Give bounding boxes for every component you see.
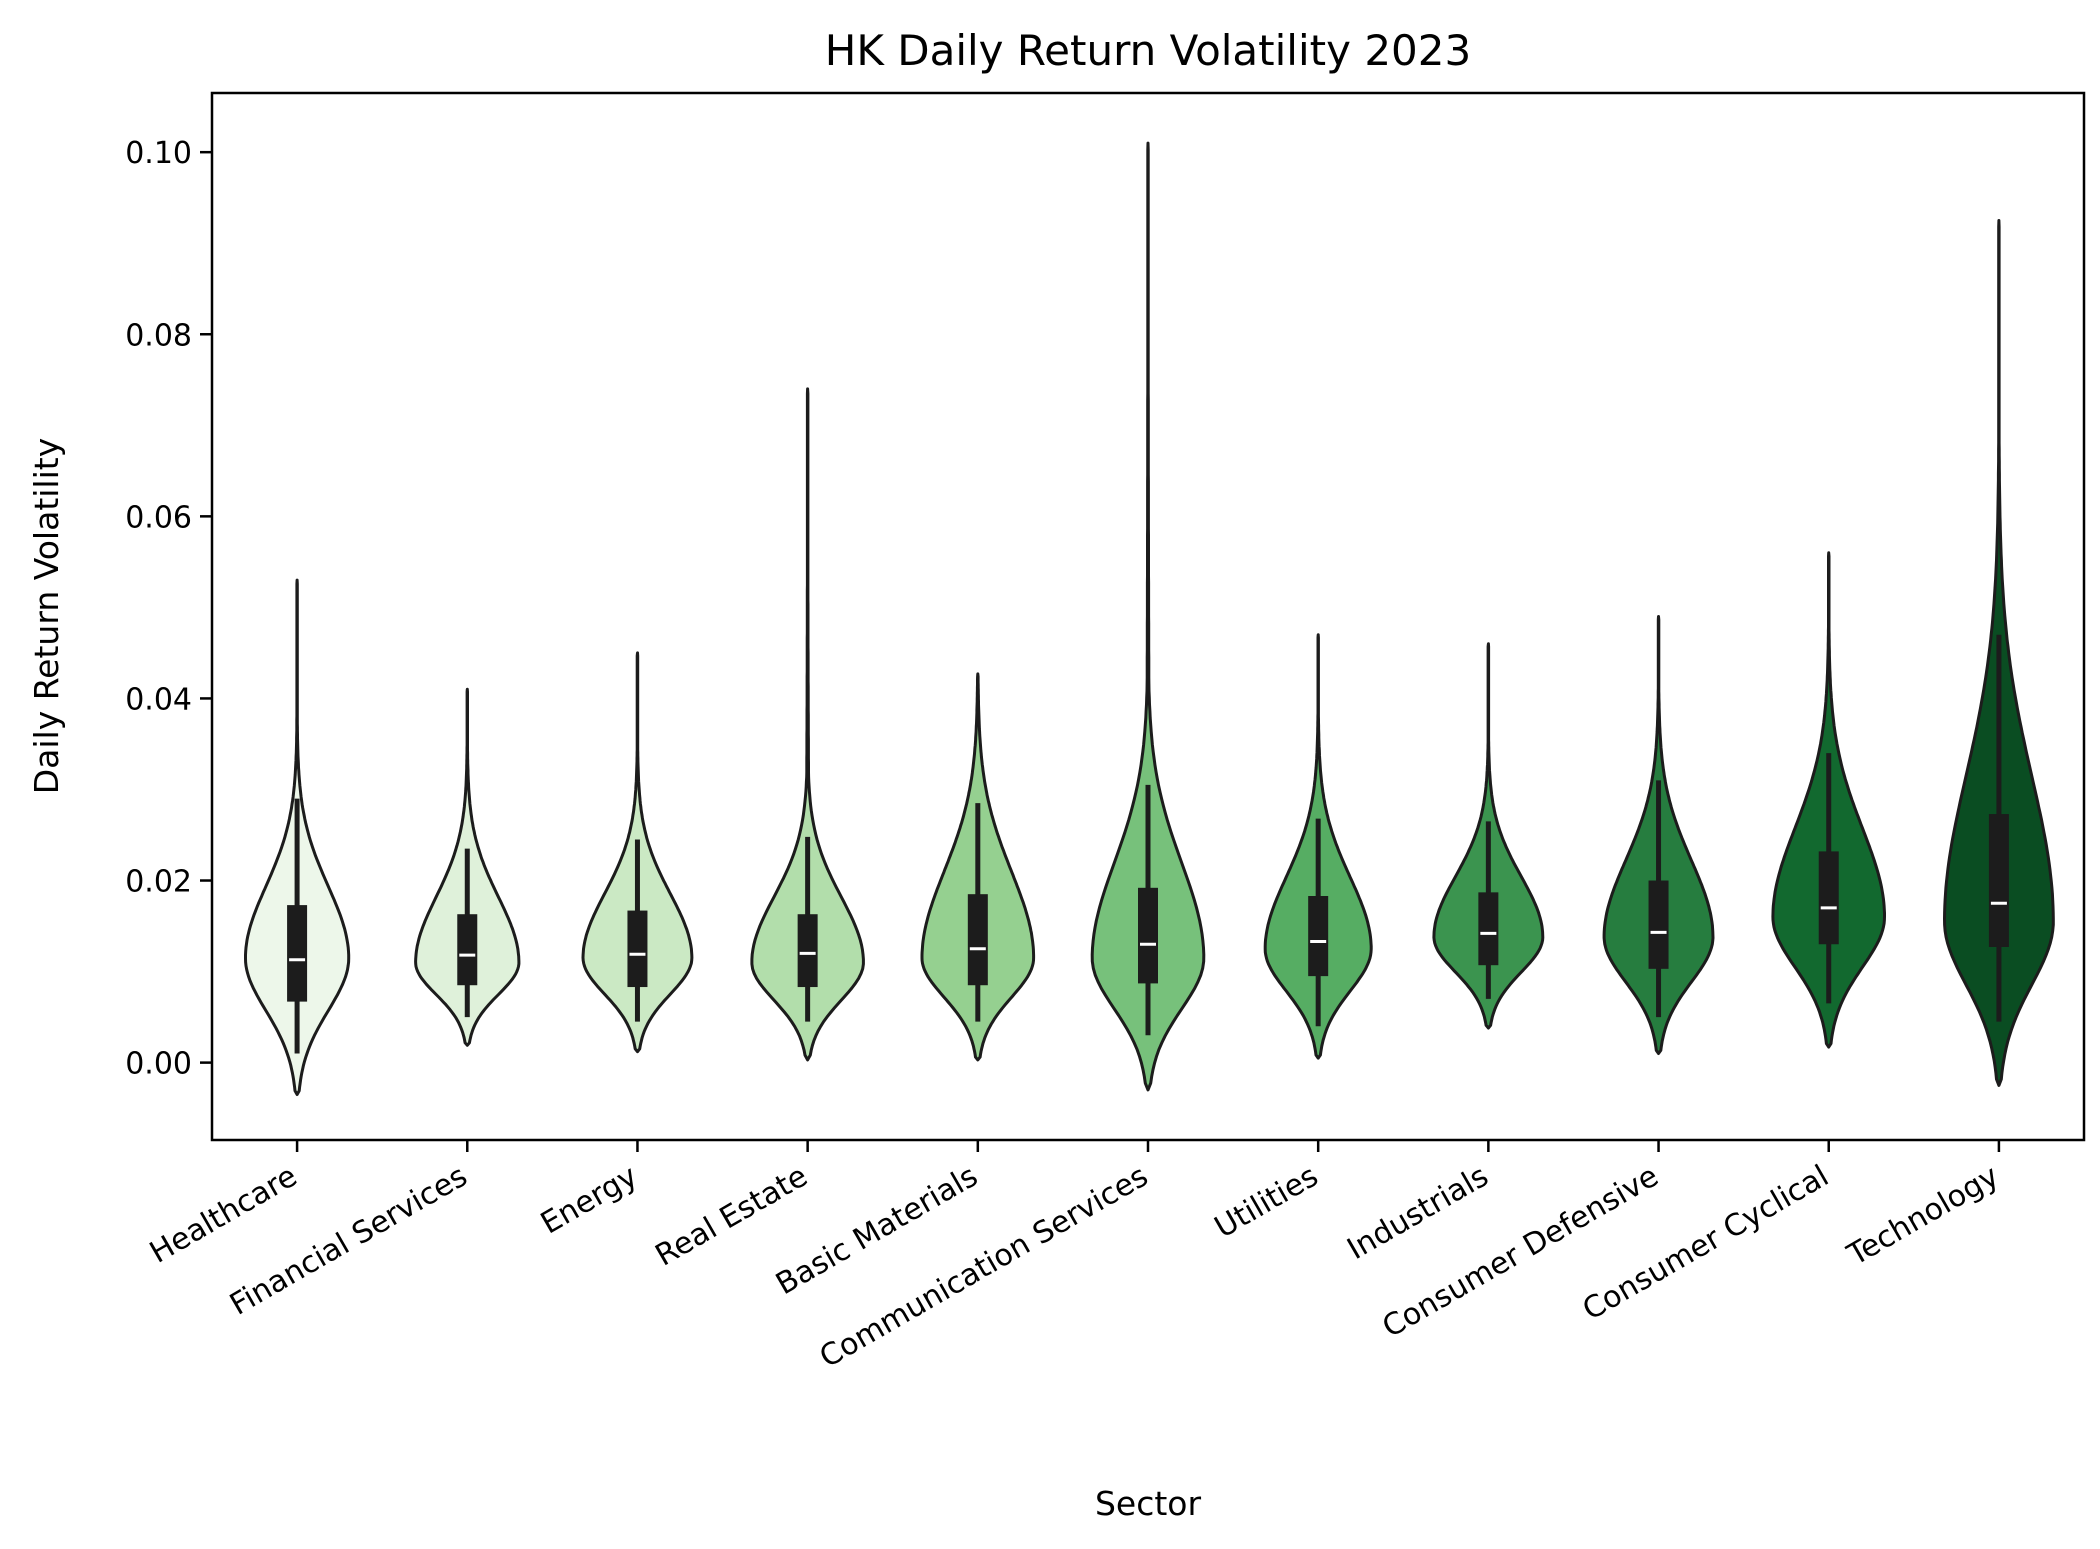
violin-iqr-box bbox=[1818, 851, 1839, 945]
violin-iqr-box bbox=[1478, 892, 1499, 966]
violin-iqr-box bbox=[287, 905, 308, 1002]
violin-iqr-box bbox=[1988, 814, 2009, 947]
violin-iqr-box bbox=[457, 914, 478, 986]
x-tick-label: Utilities bbox=[1209, 1159, 1324, 1246]
x-tick-label: Technology bbox=[1841, 1159, 2005, 1274]
violin-iqr-box bbox=[1648, 880, 1669, 969]
y-tick-label: 0.02 bbox=[125, 865, 192, 900]
violin-iqr-box bbox=[797, 914, 818, 988]
x-tick-label: Consumer Defensive bbox=[1377, 1159, 1665, 1345]
x-tick-label: Energy bbox=[535, 1159, 643, 1242]
y-axis-label: Daily Return Volatility bbox=[27, 438, 66, 795]
chart-title: HK Daily Return Volatility 2023 bbox=[825, 26, 1471, 75]
y-tick-label: 0.00 bbox=[125, 1047, 192, 1082]
x-axis-label: Sector bbox=[1095, 1484, 1202, 1523]
x-tick-label: Industrials bbox=[1341, 1159, 1494, 1267]
plot-frame bbox=[210, 91, 2086, 1142]
violin-iqr-box bbox=[627, 910, 648, 988]
violin-iqr-box bbox=[967, 894, 988, 986]
y-tick-label: 0.10 bbox=[125, 136, 192, 171]
x-tick-label: Real Estate bbox=[650, 1159, 814, 1274]
violin-body bbox=[1090, 141, 1206, 1092]
violins-group bbox=[244, 141, 2055, 1096]
y-tick-label: 0.04 bbox=[125, 682, 192, 717]
violin-body bbox=[750, 387, 865, 1062]
x-tick-label: Healthcare bbox=[144, 1159, 303, 1271]
x-tick-label: Communication Services bbox=[814, 1159, 1154, 1376]
violin-iqr-box bbox=[1308, 896, 1329, 977]
violin-iqr-box bbox=[1138, 887, 1158, 984]
y-tick-label: 0.06 bbox=[125, 500, 192, 535]
y-tick-label: 0.08 bbox=[125, 318, 192, 353]
